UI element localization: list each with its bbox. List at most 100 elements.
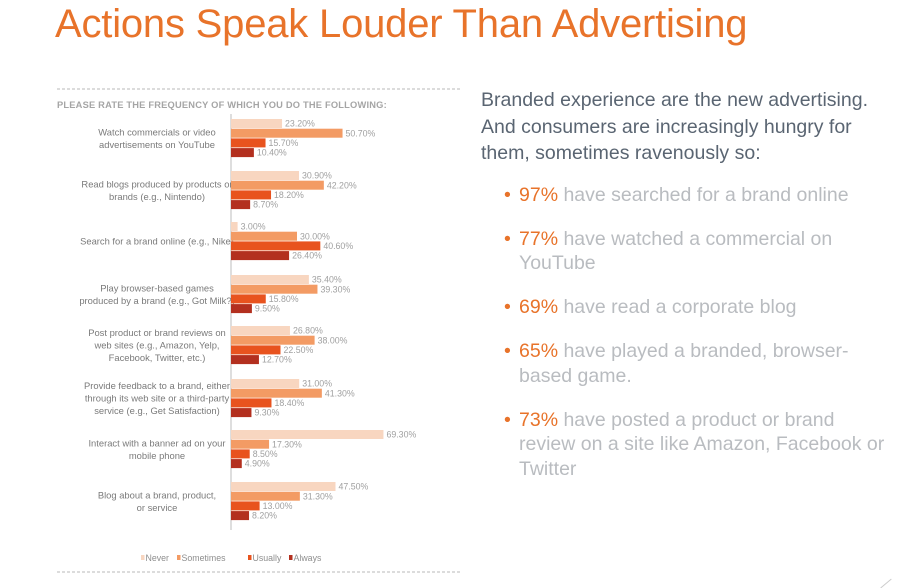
bar [231,482,336,491]
bar [231,284,318,294]
category-label: brands (e.g., Nintendo) [109,191,205,202]
bar-value-label: 17.30% [272,439,302,449]
bar-value-label: 41.30% [325,388,355,398]
bar [231,501,260,511]
finding-percent: 69% [519,296,559,318]
key-findings-panel: Branded experience are the new advertisi… [481,87,891,501]
legend-swatch [177,555,181,560]
legend-swatch [248,555,252,560]
chart-legend: Never Sometimes Usually Always [141,553,322,563]
bars-layer: Watch commercials or video advertisements… [79,114,416,530]
chart-svg: PLEASE RATE THE FREQUENCY OF WHICH YOU D… [57,88,460,573]
bar-value-label: 42.20% [327,180,357,190]
finding-percent: 97% [519,183,559,206]
bar-value-label: 4.90% [245,459,270,469]
bar-value-label: 8.50% [253,449,278,459]
finding-item: • 77% have watched a commercial on YouTub… [481,227,891,276]
category-label: service (e.g., Get Satisfaction) [94,405,220,416]
legend-swatch [141,555,145,560]
bar-value-label: 3.00% [241,222,266,232]
bar [231,304,252,314]
bar-value-label: 38.00% [318,335,348,345]
bar [231,294,266,304]
bullet-dot: • [504,296,511,318]
bar-value-label: 30.00% [300,231,330,241]
bar [231,241,321,251]
bar-value-label: 31.30% [303,491,333,501]
category-label: Provide feedback to a brand, either [84,380,230,391]
survey-chart: PLEASE RATE THE FREQUENCY OF WHICH YOU D… [57,88,460,573]
bar-value-label: 30.90% [302,171,332,181]
bar [231,430,384,439]
bar [231,148,254,158]
category-label: web sites (e.g., Amazon, Yelp, [93,340,219,351]
category-label: advertisements on YouTube [99,139,215,150]
category-label: produced by a brand (e.g., Got Milk?) [79,295,234,306]
category-label: or service [137,502,178,513]
bar [231,355,259,365]
category-label: Read blogs produced by products or [81,178,232,189]
bar-value-label: 15.70% [269,138,299,148]
bar [231,491,300,501]
bullet-dot: • [504,408,511,431]
bar [231,190,272,200]
bar-value-label: 18.40% [274,398,304,408]
bullet-dot: • [504,183,511,206]
finding-item: • 73% have posted a product or brand revi… [481,408,891,482]
bar-value-label: 9.50% [255,304,280,314]
bar [231,326,290,335]
bar-value-label: 40.60% [323,241,353,251]
bar [231,222,238,231]
category-label: Search for a brand online (e.g., Nike) [80,236,234,247]
bar-value-label: 13.00% [263,501,293,511]
finding-item: • 65% have played a branded, browser-base… [481,339,891,388]
bar [231,275,309,284]
bar-value-label: 69.30% [386,430,416,440]
bullet-dot: • [504,227,511,250]
bar-value-label: 23.20% [285,119,315,129]
legend-swatch [289,555,293,560]
bar-value-label: 35.40% [312,275,342,285]
corner-decoration [880,578,892,588]
bar [231,345,281,355]
bar-value-label: 47.50% [339,482,369,492]
bar-value-label: 18.20% [274,190,304,200]
bar [231,171,299,180]
chart-title: PLEASE RATE THE FREQUENCY OF WHICH YOU D… [57,100,387,110]
bar-value-label: 8.20% [252,511,277,521]
bar-value-label: 39.30% [320,284,350,294]
bar-value-label: 8.70% [253,200,278,210]
bar-value-label: 15.80% [269,294,299,304]
finding-text: have played a branded, browser-based gam… [519,340,849,387]
finding-percent: 73% [519,408,559,431]
bar-value-label: 26.80% [293,326,323,336]
category-label: Post product or brand reviews on [88,327,226,338]
finding-percent: 77% [519,227,559,250]
bar [231,251,290,261]
finding-percent: 65% [519,340,559,362]
bar-value-label: 26.40% [292,251,322,261]
bar [231,398,272,408]
bar [231,408,252,418]
bar [231,138,266,148]
legend-label: Sometimes [182,553,227,563]
slide-title: Actions Speak Louder Than Advertising [55,2,748,46]
bar [231,439,270,449]
finding-text: have posted a product or brand review on… [519,408,885,480]
legend-label: Always [294,553,322,563]
finding-text: have searched for a brand online [558,183,849,206]
finding-text: have read a corporate blog [558,296,797,318]
bar-value-label: 50.70% [346,128,376,138]
bullet-dot: • [504,340,511,362]
bar-value-label: 10.40% [257,148,287,158]
bar [231,511,250,521]
category-label: Play browser-based games [100,282,214,293]
finding-item: • 69% have read a corporate blog [481,295,891,320]
bar-value-label: 31.00% [302,379,332,389]
finding-item: • 97% have searched for a brand online [481,183,891,208]
finding-text: have watched a commercial on YouTube [519,227,833,275]
category-label: Interact with a banner ad on your [88,437,225,448]
bar [231,388,322,398]
bar [231,119,283,128]
category-label: Watch commercials or video [98,126,215,137]
